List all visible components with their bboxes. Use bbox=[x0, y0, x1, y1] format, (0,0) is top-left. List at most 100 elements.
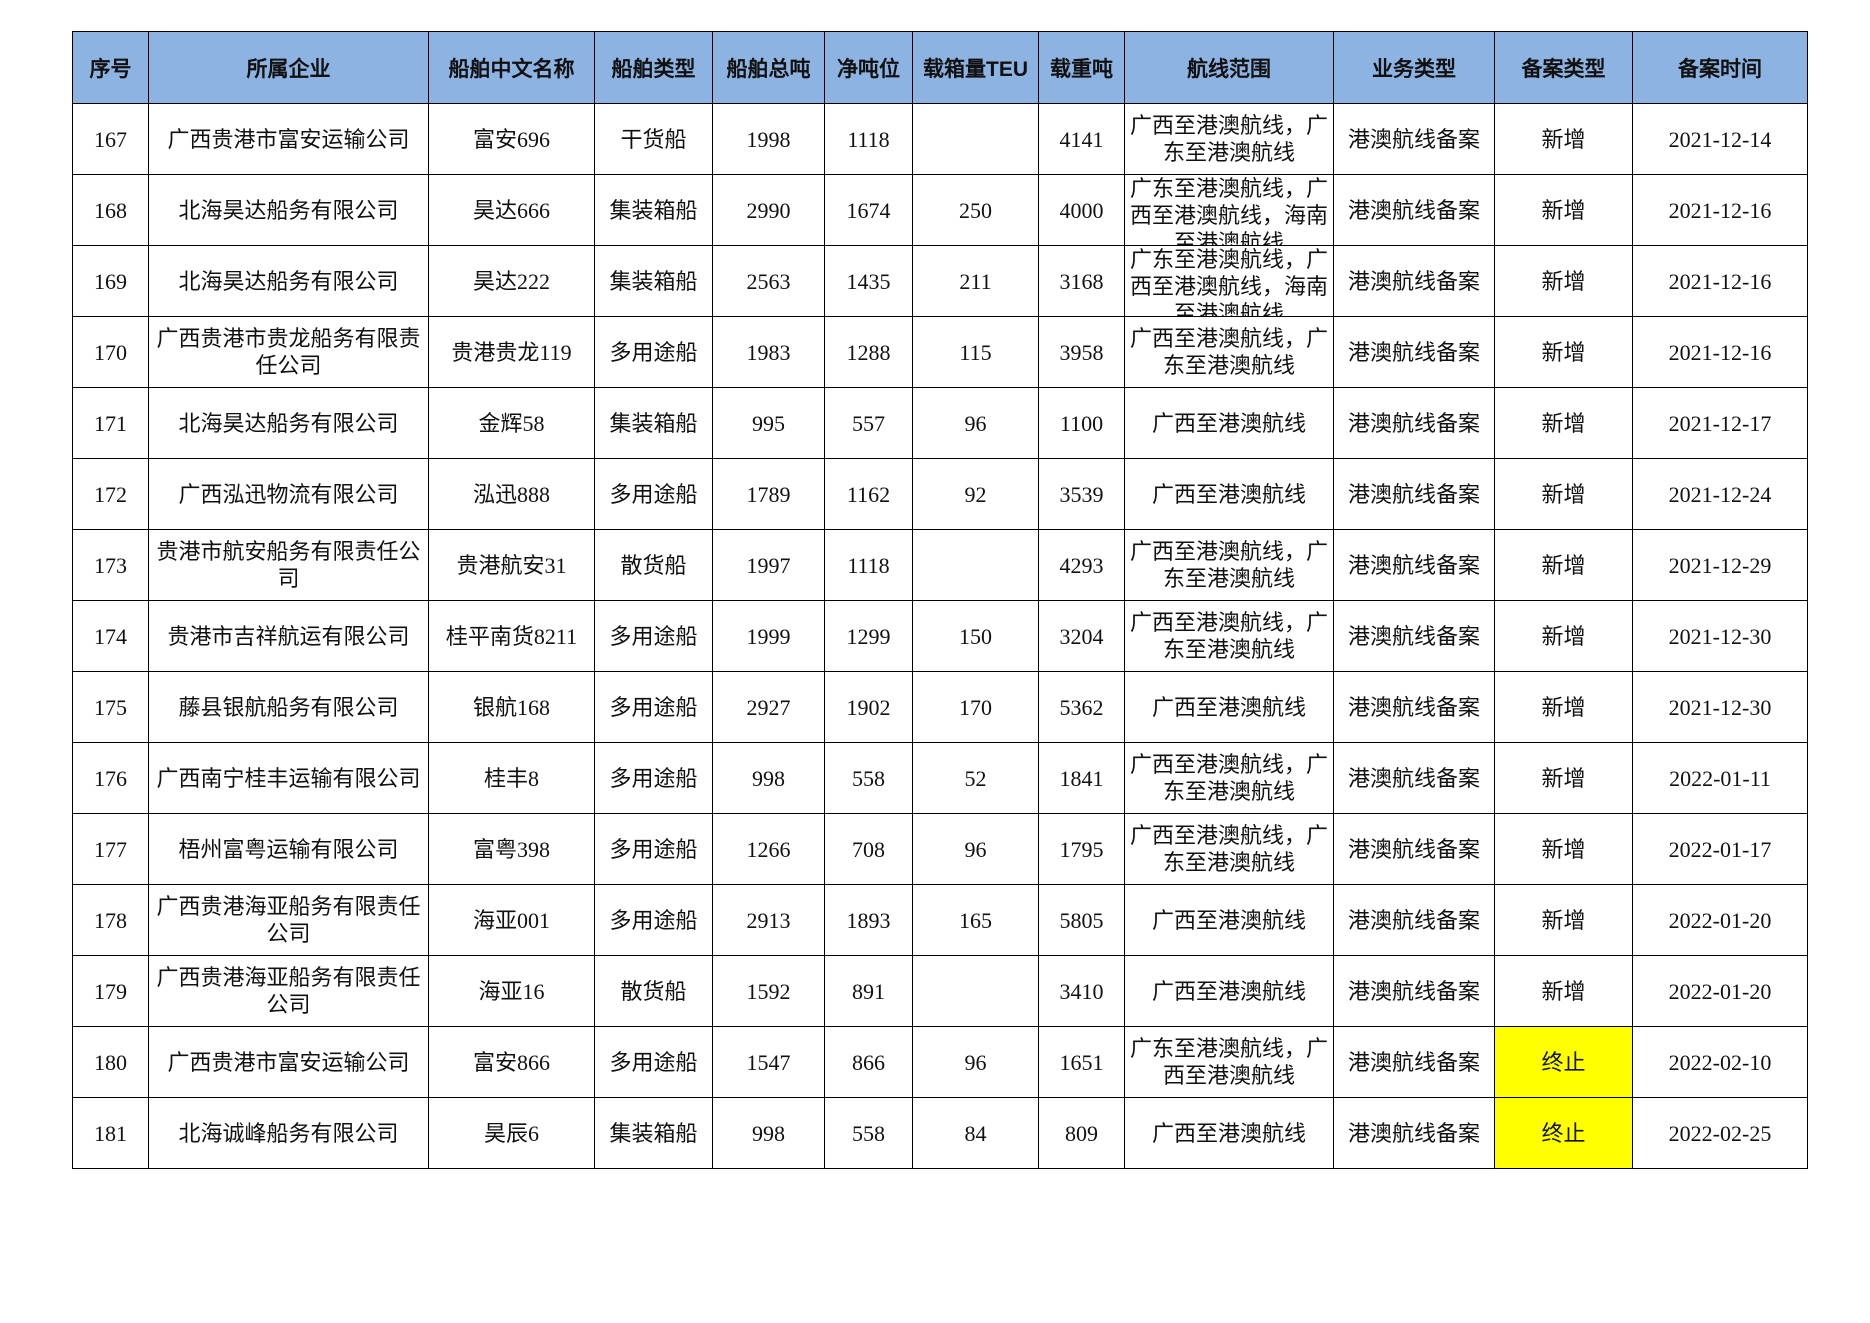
table-cell: 1902 bbox=[824, 671, 913, 743]
cell-text: 171 bbox=[94, 410, 127, 436]
cell-text: 海亚001 bbox=[472, 907, 550, 933]
table-row: 175 藤县银航船务有限公司 银航168 多用途船 2927 1902 170 5362 广西至… bbox=[72, 671, 1808, 743]
header-cell: 船舶类型 bbox=[594, 31, 713, 104]
table-cell: 2021-12-16 bbox=[1632, 174, 1808, 246]
cell-text: 北海昊达船务有限公司 bbox=[178, 268, 399, 294]
cell-text: 港澳航线备案 bbox=[1347, 978, 1480, 1004]
table-cell: 180 bbox=[72, 1026, 149, 1098]
table-cell: 2022-01-17 bbox=[1632, 813, 1808, 885]
cell-text: 终止 bbox=[1541, 1120, 1586, 1146]
header-cell: 序号 bbox=[72, 31, 149, 104]
cell-text: 新增 bbox=[1541, 126, 1586, 152]
cell-text: 558 bbox=[852, 1120, 885, 1146]
cell-text: 广西贵港海亚船务有限责任公司 bbox=[156, 965, 421, 1017]
cell-text: 4000 bbox=[1059, 197, 1104, 223]
table-cell: 新增 bbox=[1494, 174, 1633, 246]
cell-text: 新增 bbox=[1541, 978, 1586, 1004]
cell-text: 多用途船 bbox=[609, 481, 698, 507]
table-cell: 174 bbox=[72, 600, 149, 672]
table-cell: 散货船 bbox=[594, 955, 713, 1027]
cell-text: 广东至港澳航线，广西至港澳航线，海南至港澳航线 bbox=[1130, 247, 1329, 316]
cell-text: 3410 bbox=[1059, 978, 1104, 1004]
cell-text: 179 bbox=[94, 978, 127, 1004]
cell-text: 港澳航线备案 bbox=[1347, 126, 1480, 152]
table-cell: 172 bbox=[72, 458, 149, 530]
cell-text: 150 bbox=[959, 623, 992, 649]
table-cell: 港澳航线备案 bbox=[1333, 387, 1495, 459]
cell-text: 广西至港澳航线，广东至港澳航线 bbox=[1130, 823, 1329, 875]
table-cell: 广东至港澳航线，广西至港澳航线 bbox=[1124, 1026, 1334, 1098]
table-row: 169 北海昊达船务有限公司 昊达222 集装箱船 2563 1435 211 3168 广东至… bbox=[72, 245, 1808, 317]
cell-text: 180 bbox=[94, 1049, 127, 1075]
table-cell: 178 bbox=[72, 884, 149, 956]
cell-text: 广西贵港市富安运输公司 bbox=[167, 1049, 410, 1075]
header-cell: 船舶总吨 bbox=[712, 31, 825, 104]
table-row: 171 北海昊达船务有限公司 金辉58 集装箱船 995 557 96 1100 广西至港澳航线… bbox=[72, 387, 1808, 459]
table-row: 173 贵港市航安船务有限责任公司 贵港航安31 散货船 1997 1118 4293 广西至… bbox=[72, 529, 1808, 601]
table-cell: 银航168 bbox=[428, 671, 595, 743]
cell-text: 172 bbox=[94, 481, 127, 507]
table-cell: 多用途船 bbox=[594, 600, 713, 672]
cell-text: 1288 bbox=[846, 339, 891, 365]
cell-text: 3168 bbox=[1059, 268, 1104, 294]
table-cell: 2021-12-16 bbox=[1632, 316, 1808, 388]
cell-text: 港澳航线备案 bbox=[1347, 836, 1480, 862]
table-cell: 1435 bbox=[824, 245, 913, 317]
cell-text: 新增 bbox=[1541, 197, 1586, 223]
table-cell: 708 bbox=[824, 813, 913, 885]
cell-text: 多用途船 bbox=[609, 694, 698, 720]
cell-text: 2022-02-10 bbox=[1668, 1049, 1772, 1075]
cell-text: 新增 bbox=[1541, 410, 1586, 436]
table-cell: 1841 bbox=[1038, 742, 1125, 814]
table-cell bbox=[912, 529, 1039, 601]
table-cell: 贵港航安31 bbox=[428, 529, 595, 601]
table-cell: 梧州富粤运输有限公司 bbox=[148, 813, 429, 885]
table-cell: 1118 bbox=[824, 529, 913, 601]
table-cell: 广西至港澳航线，广东至港澳航线 bbox=[1124, 813, 1334, 885]
table-cell: 海亚001 bbox=[428, 884, 595, 956]
cell-text: 贵港市航安船务有限责任公司 bbox=[156, 539, 421, 591]
cell-text: 散货船 bbox=[620, 552, 687, 578]
cell-text: 富安696 bbox=[472, 126, 550, 152]
cell-text: 2021-12-30 bbox=[1668, 694, 1772, 720]
cell-text: 1841 bbox=[1059, 765, 1104, 791]
table-cell: 新增 bbox=[1494, 884, 1633, 956]
table-cell: 1118 bbox=[824, 103, 913, 175]
table-cell: 广西贵港海亚船务有限责任公司 bbox=[148, 955, 429, 1027]
table-cell: 2022-02-10 bbox=[1632, 1026, 1808, 1098]
table-cell: 多用途船 bbox=[594, 1026, 713, 1098]
header-cell: 载箱量TEU bbox=[912, 31, 1039, 104]
cell-text: 96 bbox=[964, 410, 987, 436]
table-cell: 2022-01-20 bbox=[1632, 884, 1808, 956]
table-cell: 广西至港澳航线 bbox=[1124, 884, 1334, 956]
header-cell: 所属企业 bbox=[148, 31, 429, 104]
cell-text: 181 bbox=[94, 1120, 127, 1146]
table-cell: 港澳航线备案 bbox=[1333, 600, 1495, 672]
cell-text: 1983 bbox=[746, 339, 791, 365]
table-cell: 115 bbox=[912, 316, 1039, 388]
table-cell: 3410 bbox=[1038, 955, 1125, 1027]
table-cell: 新增 bbox=[1494, 955, 1633, 1027]
cell-text: 港澳航线备案 bbox=[1347, 410, 1480, 436]
table-cell: 558 bbox=[824, 742, 913, 814]
cell-text: 2927 bbox=[746, 694, 791, 720]
table-cell: 52 bbox=[912, 742, 1039, 814]
cell-text: 富粤398 bbox=[472, 836, 550, 862]
table-cell: 2990 bbox=[712, 174, 825, 246]
table-cell: 1547 bbox=[712, 1026, 825, 1098]
table-cell: 170 bbox=[72, 316, 149, 388]
cell-text: 5362 bbox=[1059, 694, 1104, 720]
cell-text: 新增 bbox=[1541, 552, 1586, 578]
cell-text: 176 bbox=[94, 765, 127, 791]
cell-text: 708 bbox=[852, 836, 885, 862]
cell-text: 167 bbox=[94, 126, 127, 152]
table-cell: 新增 bbox=[1494, 103, 1633, 175]
table-cell: 4000 bbox=[1038, 174, 1125, 246]
cell-text: 1893 bbox=[846, 907, 891, 933]
cell-text: 115 bbox=[959, 339, 992, 365]
cell-text: 富安866 bbox=[472, 1049, 550, 1075]
cell-text: 新增 bbox=[1541, 623, 1586, 649]
table-cell: 新增 bbox=[1494, 600, 1633, 672]
table-cell: 2021-12-24 bbox=[1632, 458, 1808, 530]
table-cell: 96 bbox=[912, 387, 1039, 459]
